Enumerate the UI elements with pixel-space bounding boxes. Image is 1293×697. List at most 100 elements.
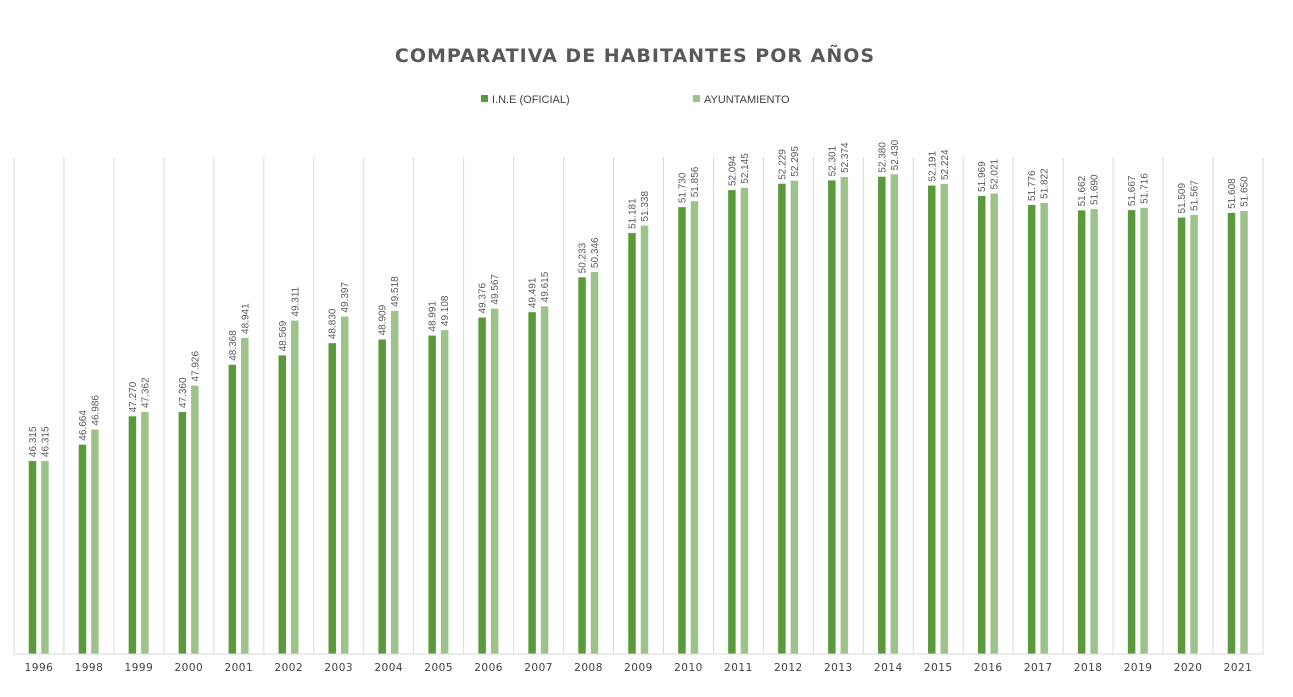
data-label-ayuntamiento-2003: 49.397 [340, 282, 351, 313]
data-label-ayuntamiento-1999: 47.362 [140, 377, 151, 408]
data-label-ayuntamiento-2009: 51.338 [640, 191, 651, 222]
data-labels: 46.315 46.315 46.664 46.986 47.270 47.362 47.3… [28, 139, 1251, 457]
data-label-ayuntamiento-2019: 51.716 [1140, 173, 1151, 204]
data-label-ine-2017: 51.776 [1027, 170, 1038, 201]
data-label-ine-2002: 48.569 [278, 320, 289, 351]
data-label-ayuntamiento-2012: 52.295 [790, 146, 801, 177]
bar-ine-2005 [428, 335, 436, 654]
data-label-ayuntamiento-2013: 52.374 [840, 142, 851, 173]
bar-ayuntamiento-2017 [1040, 202, 1048, 655]
data-label-ayuntamiento-2000: 47.926 [190, 351, 201, 382]
bar-ayuntamiento-2008 [590, 272, 599, 654]
x-tick-label: 2018 [1074, 662, 1103, 674]
x-tick-label: 2020 [1174, 662, 1203, 674]
data-label-ayuntamiento-2004: 49.518 [390, 276, 401, 307]
x-tick-label: 2008 [574, 662, 603, 674]
x-tick-label: 2013 [824, 662, 853, 674]
data-label-ine-1996: 46.315 [28, 426, 39, 457]
data-label-ine-2019: 51.667 [1127, 175, 1138, 206]
bar-ine-2002 [278, 355, 287, 654]
data-label-ine-2014: 52.380 [877, 142, 888, 173]
bar-ine-2013 [828, 180, 836, 654]
data-label-ayuntamiento-2005: 49.108 [440, 295, 451, 326]
x-tick-label: 2004 [374, 662, 403, 674]
bar-ayuntamiento-2015 [940, 184, 949, 654]
data-label-ayuntamiento-2006: 49.567 [490, 274, 501, 305]
data-label-ayuntamiento-1998: 46.986 [90, 395, 101, 426]
data-label-ayuntamiento-2008: 50.346 [590, 237, 601, 268]
data-label-ayuntamiento-1996: 46.315 [40, 426, 51, 457]
data-label-ayuntamiento-2014: 52.430 [890, 139, 901, 170]
bar-ayuntamiento-2021 [1240, 210, 1248, 655]
bar-ine-2017 [1027, 205, 1036, 654]
legend: I.N.E (OFICIAL) AYUNTAMIENTO [481, 94, 790, 106]
data-label-ine-2011: 52.094 [727, 155, 738, 186]
bar-ayuntamiento-2002 [291, 320, 299, 654]
data-label-ine-2015: 52.191 [927, 151, 938, 182]
bar-ayuntamiento-2013 [840, 176, 849, 654]
data-label-ayuntamiento-2001: 48.941 [240, 303, 251, 334]
bar-ayuntamiento-2009 [640, 225, 649, 655]
x-tick-label: 2005 [424, 662, 453, 674]
legend-swatch-ayuntamiento [693, 95, 700, 102]
bar-ayuntamiento-2020 [1190, 214, 1198, 654]
x-tick-label: 2002 [274, 662, 303, 674]
bar-ayuntamiento-2014 [890, 174, 899, 654]
bar-ayuntamiento-2005 [440, 330, 449, 654]
bar-ayuntamiento-1998 [91, 429, 99, 654]
bar-ine-2008 [578, 277, 586, 654]
x-tick-label: 2009 [624, 662, 653, 674]
x-tick-label: 2010 [674, 662, 703, 674]
bar-ayuntamiento-2016 [990, 193, 998, 654]
data-label-ine-2006: 49.376 [478, 283, 489, 314]
bar-ine-2010 [678, 207, 686, 655]
data-label-ayuntamiento-2007: 49.615 [540, 271, 551, 302]
bar-ayuntamiento-1999 [141, 411, 149, 654]
bar-ayuntamiento-2003 [340, 316, 349, 654]
bar-ine-1998 [78, 444, 87, 654]
bar-ayuntamiento-2007 [540, 306, 549, 654]
data-label-ine-2008: 50.233 [578, 242, 589, 273]
data-label-ine-2016: 51.969 [977, 161, 988, 192]
legend-label-ayuntamiento: AYUNTAMIENTO [704, 94, 790, 106]
bar-ine-2020 [1177, 217, 1186, 654]
x-tick-label: 2006 [474, 662, 503, 674]
x-tick-label: 1996 [25, 662, 54, 674]
data-label-ine-2018: 51.662 [1077, 175, 1088, 206]
data-label-ayuntamiento-2018: 51.690 [1090, 174, 1101, 205]
data-label-ine-2004: 48.909 [378, 304, 389, 335]
bar-ine-2006 [478, 317, 486, 654]
x-tick-label: 1999 [125, 662, 154, 674]
bar-ine-2019 [1127, 210, 1136, 654]
bar-ine-2011 [728, 190, 736, 654]
bar-ine-2001 [228, 364, 237, 654]
bar-ayuntamiento-2006 [490, 308, 499, 654]
bar-ayuntamiento-2004 [390, 310, 399, 654]
bar-ayuntamiento-2019 [1140, 207, 1148, 654]
x-axis-ticks: 1996 1998 1999 2000 2001 2002 2003 2004 2005 2006… [25, 662, 1252, 674]
bar-ine-2009 [628, 232, 636, 654]
x-tick-label: 2001 [224, 662, 253, 674]
data-label-ine-2007: 49.491 [528, 277, 539, 308]
bars [28, 174, 1248, 655]
data-label-ine-2009: 51.181 [628, 198, 639, 229]
bar-ine-2003 [328, 343, 336, 654]
legend-swatch-ine [481, 95, 488, 102]
x-tick-label: 2011 [724, 662, 753, 674]
x-tick-label: 2017 [1024, 662, 1053, 674]
x-tick-label: 2015 [924, 662, 953, 674]
data-label-ayuntamiento-2020: 51.567 [1190, 180, 1201, 211]
bar-ine-2015 [928, 185, 936, 655]
data-label-ine-2013: 52.301 [827, 145, 838, 176]
data-label-ine-2021: 51.608 [1227, 178, 1238, 209]
data-label-ayuntamiento-2002: 49.311 [290, 286, 301, 316]
data-label-ayuntamiento-2016: 52.021 [990, 158, 1001, 189]
bar-ayuntamiento-2012 [790, 180, 799, 654]
bar-ine-2016 [977, 195, 986, 654]
bar-ayuntamiento-2001 [241, 337, 249, 654]
x-tick-label: 2007 [524, 662, 553, 674]
x-tick-label: 2003 [324, 662, 353, 674]
bar-ayuntamiento-2010 [690, 201, 699, 654]
data-label-ayuntamiento-2015: 52.224 [940, 149, 951, 180]
bar-ine-2014 [878, 176, 886, 654]
